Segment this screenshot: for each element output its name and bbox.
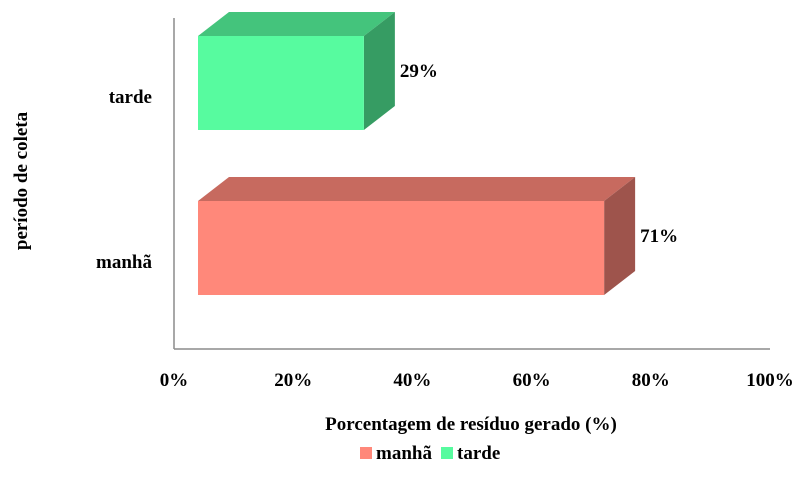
x-tick-label: 100% — [746, 370, 794, 391]
legend-swatch-tarde — [441, 447, 453, 459]
bar-tarde — [198, 12, 395, 130]
bar-manhã — [198, 177, 636, 295]
bar-front-face — [198, 36, 364, 130]
bar-top-face — [198, 177, 636, 201]
data-label-tarde: 29% — [400, 61, 438, 82]
x-tick-label: 60% — [513, 370, 551, 391]
x-tick-label: 40% — [393, 370, 431, 391]
x-tick-label: 0% — [160, 370, 189, 391]
y-category-label-manhã: manhã — [96, 252, 152, 273]
bar-side-face — [363, 12, 395, 130]
legend-label-manhã: manhã — [376, 443, 432, 464]
data-label-manhã: 71% — [640, 226, 678, 247]
x-tick-label: 80% — [632, 370, 670, 391]
legend-label-tarde: tarde — [457, 443, 500, 464]
y-axis-title: período de coleta — [11, 111, 32, 250]
axes — [173, 18, 770, 350]
legend: manhã tarde — [360, 443, 500, 464]
x-tick-labels: 0% 20% 40% 60% 80% 100% — [160, 370, 794, 391]
bar-side-face — [604, 177, 636, 295]
x-tick-label: 20% — [274, 370, 312, 391]
data-labels: 71% 29% — [400, 61, 678, 247]
bar-front-face — [198, 201, 605, 295]
y-category-label-tarde: tarde — [109, 87, 152, 108]
y-category-labels: manhã tarde — [96, 87, 152, 273]
x-axis-title: Porcentagem de resíduo gerado (%) — [325, 414, 617, 435]
legend-swatch-manhã — [360, 447, 372, 459]
bar-top-face — [198, 12, 395, 36]
bars — [198, 12, 636, 295]
